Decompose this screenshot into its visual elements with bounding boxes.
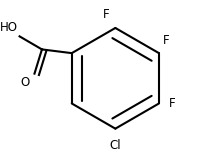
- Text: O: O: [21, 75, 30, 89]
- Text: F: F: [163, 34, 170, 47]
- Text: HO: HO: [0, 22, 18, 34]
- Text: F: F: [169, 97, 176, 110]
- Text: F: F: [103, 8, 109, 21]
- Text: Cl: Cl: [110, 139, 121, 152]
